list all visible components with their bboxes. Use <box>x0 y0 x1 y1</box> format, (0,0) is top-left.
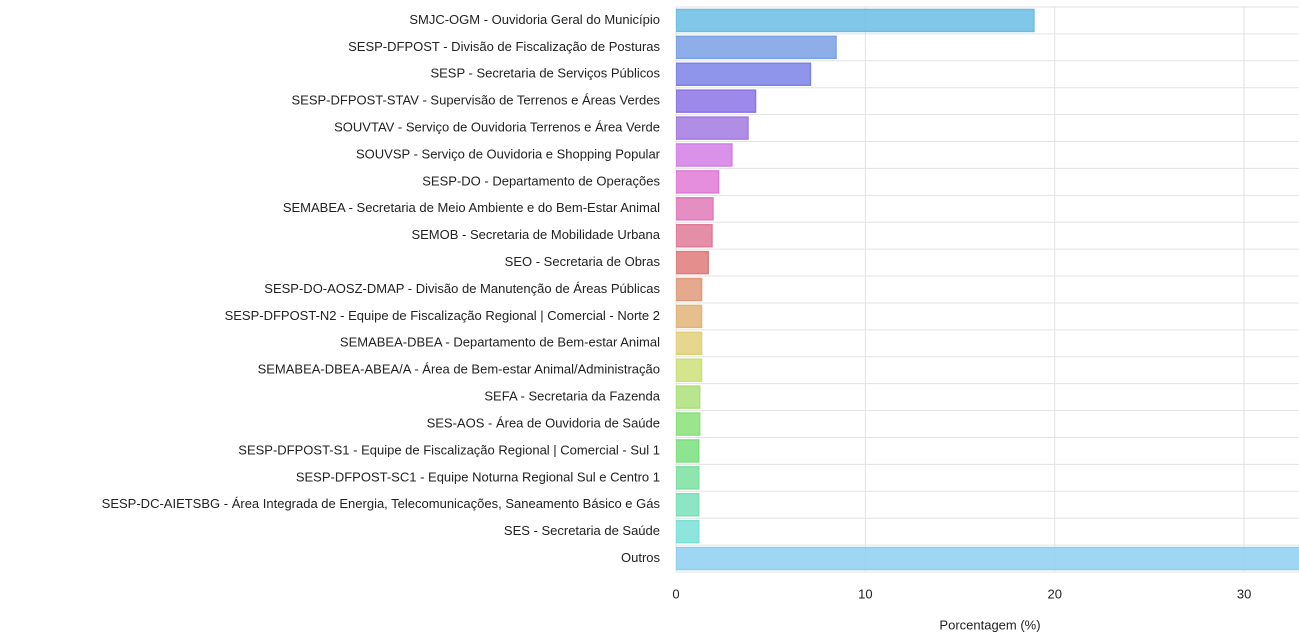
bars <box>676 8 1299 571</box>
x-tick-label: 0 <box>672 586 679 601</box>
y-tick-label: SESP-DO - Departamento de Operações <box>422 173 660 188</box>
y-tick-label: Outros <box>621 550 661 565</box>
bar <box>676 492 700 517</box>
y-tick-label: SES - Secretaria de Saúde <box>504 523 660 538</box>
bar <box>676 250 709 275</box>
y-tick-label: SESP-DFPOST - Divisão de Fiscalização de… <box>348 39 660 54</box>
y-tick-label: SESP-DFPOST-S1 - Equipe de Fiscalização … <box>238 442 660 457</box>
y-tick-label: SOUVTAV - Serviço de Ouvidoria Terrenos … <box>334 120 660 135</box>
x-tick-label: 20 <box>1047 586 1061 601</box>
bar <box>676 466 700 490</box>
bar <box>676 385 701 409</box>
bar <box>676 143 733 167</box>
bar <box>676 62 812 87</box>
x-tick-label: 10 <box>858 586 872 601</box>
bar <box>676 304 703 329</box>
bar <box>676 170 720 194</box>
y-tick-label: SESP-DFPOST-N2 - Equipe de Fiscalização … <box>225 308 660 323</box>
y-tick-label: SESP-DC-AIETSBG - Área Integrada de Ener… <box>102 496 661 511</box>
bar <box>676 331 703 356</box>
y-tick-label: SEMABEA - Secretaria de Meio Ambiente e … <box>283 200 660 215</box>
y-tick-label: SEMOB - Secretaria de Mobilidade Urbana <box>411 227 660 242</box>
y-tick-label: SEO - Secretaria de Obras <box>505 254 661 269</box>
x-axis-label: Porcentagem (%) <box>939 617 1040 632</box>
bar <box>676 439 700 463</box>
bar <box>676 89 757 113</box>
bar <box>676 116 749 140</box>
y-tick-label: SESP-DFPOST-STAV - Supervisão de Terreno… <box>292 93 661 108</box>
grid <box>675 6 1299 573</box>
y-tick-label: SEMABEA-DBEA-ABEA/A - Área de Bem-estar … <box>258 362 660 377</box>
y-tick-label: SEFA - Secretaria da Fazenda <box>484 389 660 404</box>
y-tick-label: SES-AOS - Área de Ouvidoria de Saúde <box>427 415 660 430</box>
bar <box>676 35 837 60</box>
bar <box>676 197 714 221</box>
bar <box>676 546 1299 571</box>
y-tick-label: SEMABEA-DBEA - Departamento de Bem-estar… <box>340 335 660 350</box>
x-tick-label: 30 <box>1237 586 1251 601</box>
bar <box>676 223 713 248</box>
bar <box>676 412 701 436</box>
bar <box>676 519 700 544</box>
y-tick-label: SESP-DO-AOSZ-DMAP - Divisão de Manutençã… <box>264 281 660 296</box>
y-tick-label: SESP - Secretaria de Serviços Públicos <box>430 66 660 81</box>
y-tick-label: SESP-DFPOST-SC1 - Equipe Noturna Regiona… <box>296 469 660 484</box>
bar <box>676 8 1035 33</box>
bar <box>676 358 703 382</box>
y-tick-label: SOUVSP - Serviço de Ouvidoria e Shopping… <box>356 146 661 161</box>
bar <box>676 277 703 302</box>
y-tick-label: SMJC-OGM - Ouvidoria Geral do Município <box>409 12 660 27</box>
